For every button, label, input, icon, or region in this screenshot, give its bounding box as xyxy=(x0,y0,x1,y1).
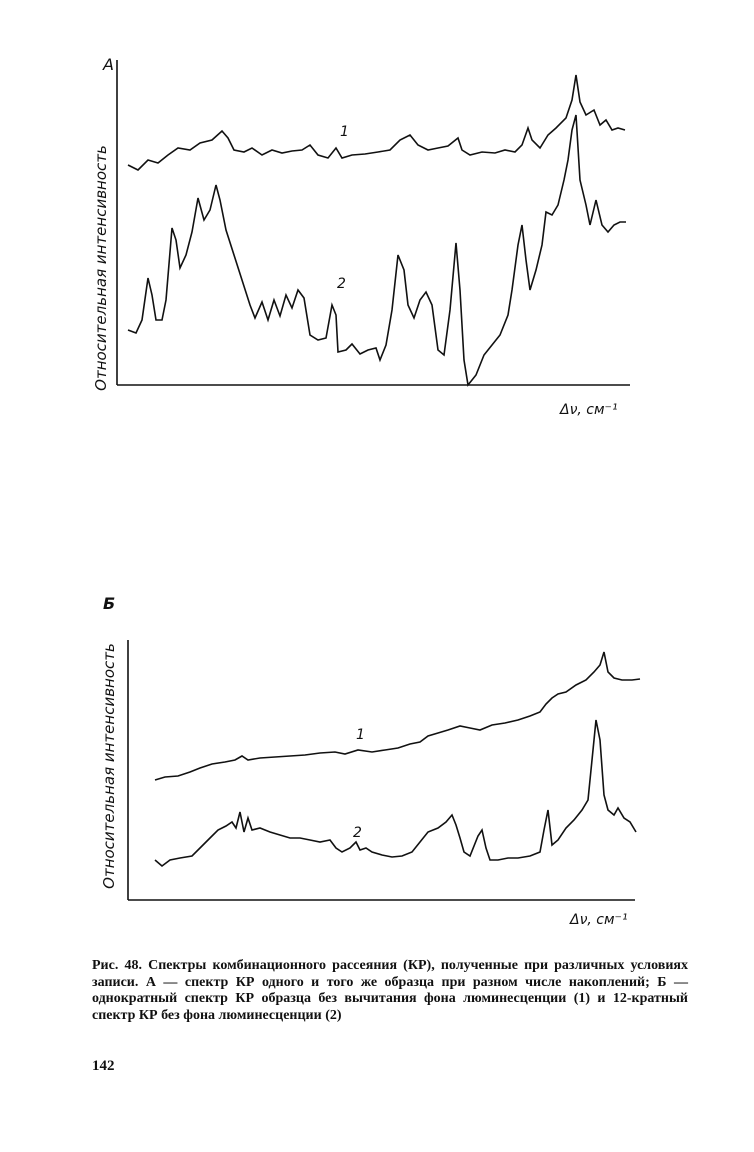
curve-label: 2 xyxy=(337,276,346,292)
y-axis-label: Относительная интенсивность xyxy=(92,145,110,391)
curve-label: 2 xyxy=(353,825,362,841)
page-number: 142 xyxy=(92,1058,115,1074)
spectrum-curve xyxy=(127,114,626,387)
spectrum-curve xyxy=(154,719,637,868)
spectrum-curve xyxy=(154,651,641,781)
figure-caption: Рис. 48. Спектры комбинационного рассеян… xyxy=(92,958,688,1023)
spectrum-curve xyxy=(127,74,626,171)
y-axis-label: Относительная интенсивность xyxy=(100,643,118,889)
figure-label: А xyxy=(102,55,114,74)
figure-label: Б xyxy=(103,594,115,613)
curve-label: 1 xyxy=(356,727,365,743)
x-axis-label: Δν, см⁻¹ xyxy=(559,402,618,418)
x-axis-label: Δν, см⁻¹ xyxy=(569,912,628,928)
curve-label: 1 xyxy=(340,124,349,140)
